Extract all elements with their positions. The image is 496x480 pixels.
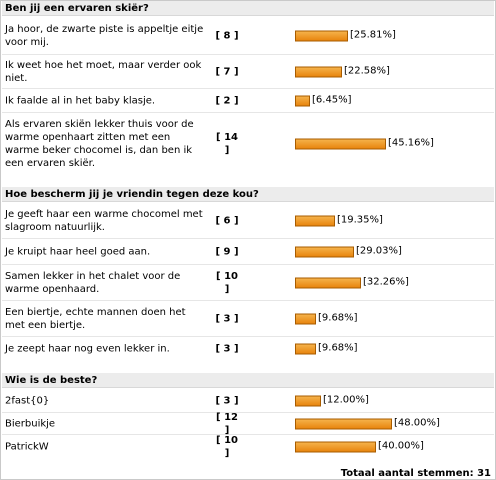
option-label: Een biertje, echte mannen doen het met e… — [5, 306, 186, 331]
poll-option: Een biertje, echte mannen doen het met e… — [2, 301, 494, 337]
vote-count: [ 8 ] — [215, 30, 239, 41]
result-bar-wrap: [22.58%] — [295, 65, 485, 77]
result-bar-wrap: [48.00%] — [295, 417, 485, 429]
option-label: Je zeept haar nog even lekker in. — [5, 343, 170, 355]
percent-label: [19.35%] — [337, 214, 383, 225]
question-title: Ben jij een ervaren skiër? — [2, 1, 494, 16]
result-bar — [295, 215, 335, 226]
vote-count: [ 7 ] — [215, 66, 239, 77]
result-bar-wrap: [45.16%] — [295, 137, 485, 150]
result-bar — [295, 30, 348, 41]
vote-count: [ 12 ] — [216, 411, 238, 436]
question-title: Hoe bescherm jij je vriendin tegen deze … — [2, 187, 494, 202]
result-bar-wrap: [9.68%] — [295, 312, 485, 324]
percent-label: [48.00%] — [394, 417, 440, 428]
option-label: Je geeft haar een warme chocomel met sla… — [5, 208, 203, 233]
poll-option: Samen lekker in het chalet voor de warme… — [2, 265, 494, 301]
percent-label: [9.68%] — [318, 312, 358, 323]
total-votes: Totaal aantal stemmen: 31 — [340, 468, 491, 479]
poll-option: Ja hoor, de zwarte piste is appeltje eit… — [2, 17, 494, 55]
result-bar — [295, 343, 316, 355]
poll-option: PatrickW [ 10 ] [40.00%] — [2, 435, 494, 459]
percent-label: [45.16%] — [388, 137, 434, 149]
result-bar-wrap: [12.00%] — [295, 394, 485, 406]
option-label: Ik faalde al in het baby klasje. — [5, 95, 156, 106]
result-bar — [295, 246, 354, 257]
vote-count: [ 10 ] — [216, 435, 238, 459]
result-bar-wrap: [32.26%] — [295, 276, 485, 288]
percent-label: [32.26%] — [363, 276, 409, 287]
vote-count: [ 3 ] — [215, 313, 239, 324]
poll-option: Je kruipt haar heel goed aan. [ 9 ] [29.… — [2, 239, 494, 265]
option-label: Je kruipt haar heel goed aan. — [5, 246, 151, 257]
poll-option: Bierbuikje [ 12 ] [48.00%] — [2, 411, 494, 436]
vote-count: [ 3 ] — [215, 343, 239, 355]
result-bar — [295, 95, 310, 106]
option-label: Bierbuikje — [5, 418, 56, 429]
percent-label: [29.03%] — [356, 245, 402, 256]
percent-label: [12.00%] — [323, 394, 369, 405]
vote-count: [ 9 ] — [215, 246, 239, 257]
vote-count: [ 3 ] — [215, 395, 239, 406]
result-bar-wrap: [25.81%] — [295, 29, 485, 41]
option-label: Als ervaren skiën lekker thuis voor de w… — [5, 119, 194, 169]
option-label: 2fast{0} — [5, 395, 50, 406]
percent-label: [40.00%] — [378, 440, 424, 452]
vote-count: [ 10 ] — [216, 270, 238, 295]
vote-count: [ 2 ] — [215, 95, 239, 106]
result-bar-wrap: [6.45%] — [295, 94, 485, 106]
result-bar-wrap: [40.00%] — [295, 440, 485, 453]
result-bar — [295, 418, 392, 429]
percent-label: [22.58%] — [344, 65, 390, 76]
percent-label: [25.81%] — [350, 29, 396, 40]
vote-count: [ 14 ] — [216, 132, 238, 156]
poll-option: Ik weet hoe het moet, maar verder ook ni… — [2, 55, 494, 89]
question-title: Wie is de beste? — [2, 373, 494, 388]
poll-option: Als ervaren skiën lekker thuis voor de w… — [2, 113, 494, 175]
option-label: Ja hoor, de zwarte piste is appeltje eit… — [5, 23, 204, 48]
option-label: Ik weet hoe het moet, maar verder ook ni… — [5, 59, 202, 84]
poll-option: Je geeft haar een warme chocomel met sla… — [2, 203, 494, 239]
poll-option: Je zeept haar nog even lekker in. [ 3 ] … — [2, 337, 494, 361]
poll-option: 2fast{0} [ 3 ] [12.00%] — [2, 389, 494, 413]
result-bar — [295, 138, 386, 150]
percent-label: [6.45%] — [312, 94, 352, 105]
vote-count: [ 6 ] — [215, 215, 239, 226]
result-bar — [295, 277, 361, 288]
result-bar-wrap: [19.35%] — [295, 214, 485, 226]
option-label: Samen lekker in het chalet voor de warme… — [5, 270, 181, 295]
result-bar — [295, 313, 316, 324]
poll-option: Ik faalde al in het baby klasje. [ 2 ] [… — [2, 89, 494, 113]
result-bar — [295, 441, 376, 453]
result-bar-wrap: [29.03%] — [295, 245, 485, 257]
option-label: PatrickW — [5, 441, 49, 453]
result-bar — [295, 395, 321, 406]
percent-label: [9.68%] — [318, 342, 358, 354]
result-bar-wrap: [9.68%] — [295, 342, 485, 355]
result-bar — [295, 66, 342, 77]
